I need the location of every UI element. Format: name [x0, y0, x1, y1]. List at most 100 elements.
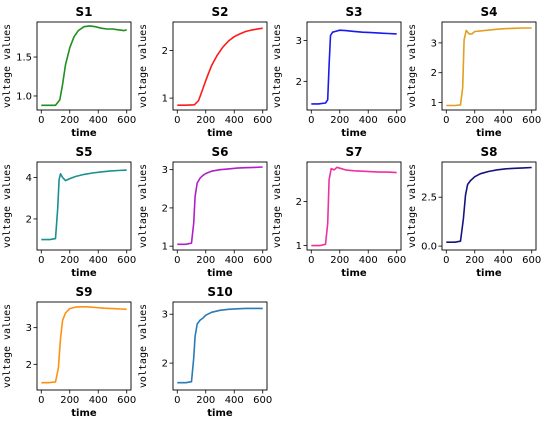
chart-4-series-line	[446, 27, 532, 107]
chart-9-y-tick-label: 2	[26, 360, 32, 371]
chart-3-y-tick-label: 3	[296, 36, 302, 47]
chart-8-y-axis-label: voltage values	[407, 164, 418, 248]
chart-4-x-tick-label: 400	[494, 115, 513, 126]
chart-4-x-tick-label: 200	[465, 115, 484, 126]
chart-5-x-tick-label: 0	[38, 255, 44, 266]
chart-2-x-tick-label: 600	[253, 115, 272, 126]
chart-1-x-tick-label: 400	[89, 115, 108, 126]
chart-8-axes-frame	[441, 161, 537, 251]
chart-10-title: S10	[207, 285, 232, 299]
chart-6-x-tick-label: 600	[253, 255, 272, 266]
chart-9-x-axis-label: time	[71, 408, 97, 419]
chart-8-x-tick-label: 200	[465, 255, 484, 266]
chart-2-axes-frame	[172, 21, 268, 111]
chart-5-title: S5	[76, 145, 93, 159]
chart-10-y-axis-label: voltage values	[138, 304, 149, 388]
chart-3-axes-frame	[306, 21, 402, 111]
chart-7-x-axis-label: time	[341, 268, 367, 279]
chart-3-x-tick-label: 0	[308, 115, 314, 126]
chart-7-axes-frame	[306, 161, 402, 251]
chart-1-x-tick-label: 200	[60, 115, 79, 126]
chart-8-x-tick-label: 400	[494, 255, 513, 266]
chart-1-x-tick-label: 0	[38, 115, 44, 126]
chart-3-y-axis-label: voltage values	[272, 24, 283, 108]
chart-9-series-line	[41, 306, 127, 384]
chart-3-x-tick-label: 400	[359, 115, 378, 126]
chart-5-x-tick-label: 600	[117, 255, 136, 266]
chart-10: 0 200 400 600 2 3 S10 time voltage values	[138, 285, 272, 419]
chart-7-x-tick-label: 0	[308, 255, 314, 266]
chart-7-series-line	[311, 166, 397, 247]
chart-8-y-tick-label: 0.0	[421, 242, 437, 253]
chart-10-series-line	[177, 307, 263, 384]
chart-5-axes-frame	[36, 161, 132, 251]
chart-8-series-line	[446, 166, 532, 243]
chart-9: 0 200 400 600 2 3 S9 time voltage values	[2, 285, 136, 419]
chart-6-x-tick-label: 0	[174, 255, 180, 266]
chart-4-title: S4	[481, 5, 498, 19]
chart-4: 0 200 400 600 1 2 3 S4 time voltage values	[407, 5, 541, 139]
chart-9-x-tick-label: 400	[89, 395, 108, 406]
chart-7-x-tick-label: 200	[330, 255, 349, 266]
chart-2-y-axis-label: voltage values	[138, 24, 149, 108]
chart-10-x-tick-label: 400	[225, 395, 244, 406]
chart-6-x-tick-label: 200	[196, 255, 215, 266]
chart-1-axes-frame	[36, 21, 132, 111]
chart-6-x-axis-label: time	[207, 268, 233, 279]
chart-10-x-tick-label: 200	[196, 395, 215, 406]
chart-6: 0 200 400 600 1 2 3 S6 time voltage values	[138, 145, 272, 279]
chart-2-x-tick-label: 0	[174, 115, 180, 126]
chart-3-series-line	[311, 29, 397, 105]
chart-4-x-axis-label: time	[476, 128, 502, 139]
chart-1-title: S1	[76, 5, 93, 19]
chart-2-x-axis-label: time	[207, 128, 233, 139]
chart-2-y-tick-label: 1	[162, 94, 168, 105]
chart-8: 0 200 400 600 0.0 2.5 S8 time voltage values	[407, 145, 541, 279]
chart-1-series-line	[41, 25, 127, 107]
chart-4-y-axis-label: voltage values	[407, 24, 418, 108]
chart-5-y-axis-label: voltage values	[2, 164, 13, 248]
chart-8-x-axis-label: time	[476, 268, 502, 279]
chart-5-series-line	[41, 169, 127, 241]
chart-1: 0 200 400 600 1.0 1.5 S1 time voltage values	[2, 5, 136, 139]
chart-3-x-tick-label: 600	[387, 115, 406, 126]
chart-10-y-tick-label: 3	[162, 310, 168, 321]
chart-10-x-tick-label: 600	[253, 395, 272, 406]
chart-3-x-tick-label: 200	[330, 115, 349, 126]
chart-6-y-tick-label: 1	[162, 242, 168, 253]
chart-5-x-tick-label: 400	[89, 255, 108, 266]
chart-4-y-tick-label: 1	[431, 98, 437, 109]
chart-2-series-line	[177, 27, 263, 106]
chart-2-title: S2	[212, 5, 229, 19]
chart-2-y-tick-label: 2	[162, 46, 168, 57]
chart-3-y-tick-label: 2	[296, 77, 302, 88]
chart-8-x-tick-label: 0	[443, 255, 449, 266]
chart-9-axes-frame	[36, 301, 132, 391]
chart-7-title: S7	[346, 145, 363, 159]
chart-10-x-axis-label: time	[207, 408, 233, 419]
chart-9-y-axis-label: voltage values	[2, 304, 13, 388]
chart-7-y-axis-label: voltage values	[272, 164, 283, 248]
chart-4-y-tick-label: 3	[431, 38, 437, 49]
chart-8-y-tick-label: 2.5	[421, 193, 437, 204]
chart-9-title: S9	[76, 285, 93, 299]
chart-9-x-tick-label: 600	[117, 395, 136, 406]
chart-5-y-tick-label: 4	[26, 173, 32, 184]
chart-9-y-tick-label: 3	[26, 323, 32, 334]
chart-6-axes-frame	[172, 161, 268, 251]
chart-7-x-tick-label: 400	[359, 255, 378, 266]
chart-1-x-axis-label: time	[71, 128, 97, 139]
chart-7-y-tick-label: 2	[296, 197, 302, 208]
chart-7-y-tick-label: 1	[296, 241, 302, 252]
chart-10-y-tick-label: 2	[162, 359, 168, 370]
chart-4-y-tick-label: 2	[431, 68, 437, 79]
chart-3: 0 200 400 600 2 3 S3 time voltage values	[272, 5, 406, 139]
chart-5-y-tick-label: 2	[26, 214, 32, 225]
chart-7: 0 200 400 600 1 2 S7 time voltage values	[272, 145, 406, 279]
chart-8-x-tick-label: 600	[522, 255, 541, 266]
chart-6-series-line	[177, 166, 263, 246]
chart-6-y-tick-label: 2	[162, 203, 168, 214]
chart-2-x-tick-label: 400	[225, 115, 244, 126]
chart-2-x-tick-label: 200	[196, 115, 215, 126]
